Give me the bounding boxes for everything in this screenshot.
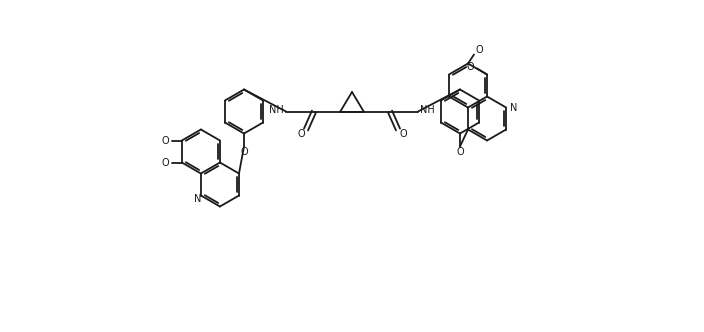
Text: O: O: [161, 135, 169, 145]
Text: O: O: [475, 44, 483, 54]
Text: O: O: [399, 128, 407, 138]
Text: O: O: [466, 61, 474, 71]
Text: NH: NH: [420, 105, 435, 115]
Text: O: O: [240, 146, 248, 156]
Text: O: O: [161, 157, 169, 168]
Text: O: O: [456, 146, 464, 156]
Text: N: N: [510, 103, 517, 113]
Text: N: N: [194, 194, 201, 204]
Text: NH: NH: [269, 105, 284, 115]
Text: O: O: [297, 128, 305, 138]
